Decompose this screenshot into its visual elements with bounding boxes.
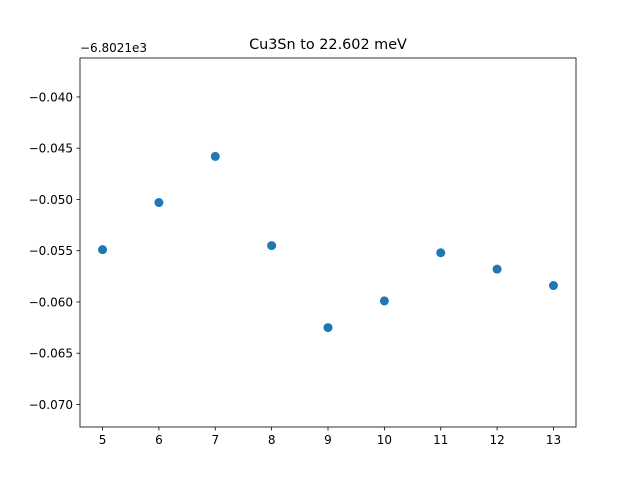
y-tick-label: −0.055 [29,244,73,258]
y-axis: −0.040 −0.045 −0.050 −0.055 −0.060 −0.065 −0.0… [29,90,80,412]
x-tick-label: 11 [433,433,448,447]
x-tick-label: 8 [268,433,276,447]
x-axis: 5 6 7 8 9 10 11 12 13 [99,427,561,447]
y-tick-label: −0.050 [29,193,73,207]
data-point [379,296,389,306]
data-point [548,281,558,291]
plot-frame [79,57,577,428]
y-offset-label: −6.8021e3 [80,41,147,55]
x-tick-label: 13 [546,433,561,447]
data-point [436,248,446,258]
x-tick-label: 7 [211,433,219,447]
y-tick-label: −0.040 [29,90,73,104]
data-points [98,151,558,333]
x-tick-label: 5 [99,433,107,447]
x-tick-label: 12 [489,433,504,447]
data-point [267,241,277,251]
chart-title: Cu3Sn to 22.602 meV [249,37,407,53]
data-point [210,151,220,161]
y-tick-label: −0.060 [29,295,73,309]
x-tick-label: 6 [155,433,163,447]
data-point [154,198,164,208]
data-point [98,245,108,255]
y-tick-label: −0.070 [29,398,73,412]
y-tick-label: −0.065 [29,347,73,361]
data-point [492,264,502,274]
plot-area [80,58,576,427]
x-tick-label: 9 [324,433,332,447]
x-tick-label: 10 [377,433,392,447]
data-point [323,323,333,333]
y-tick-label: −0.045 [29,142,73,156]
